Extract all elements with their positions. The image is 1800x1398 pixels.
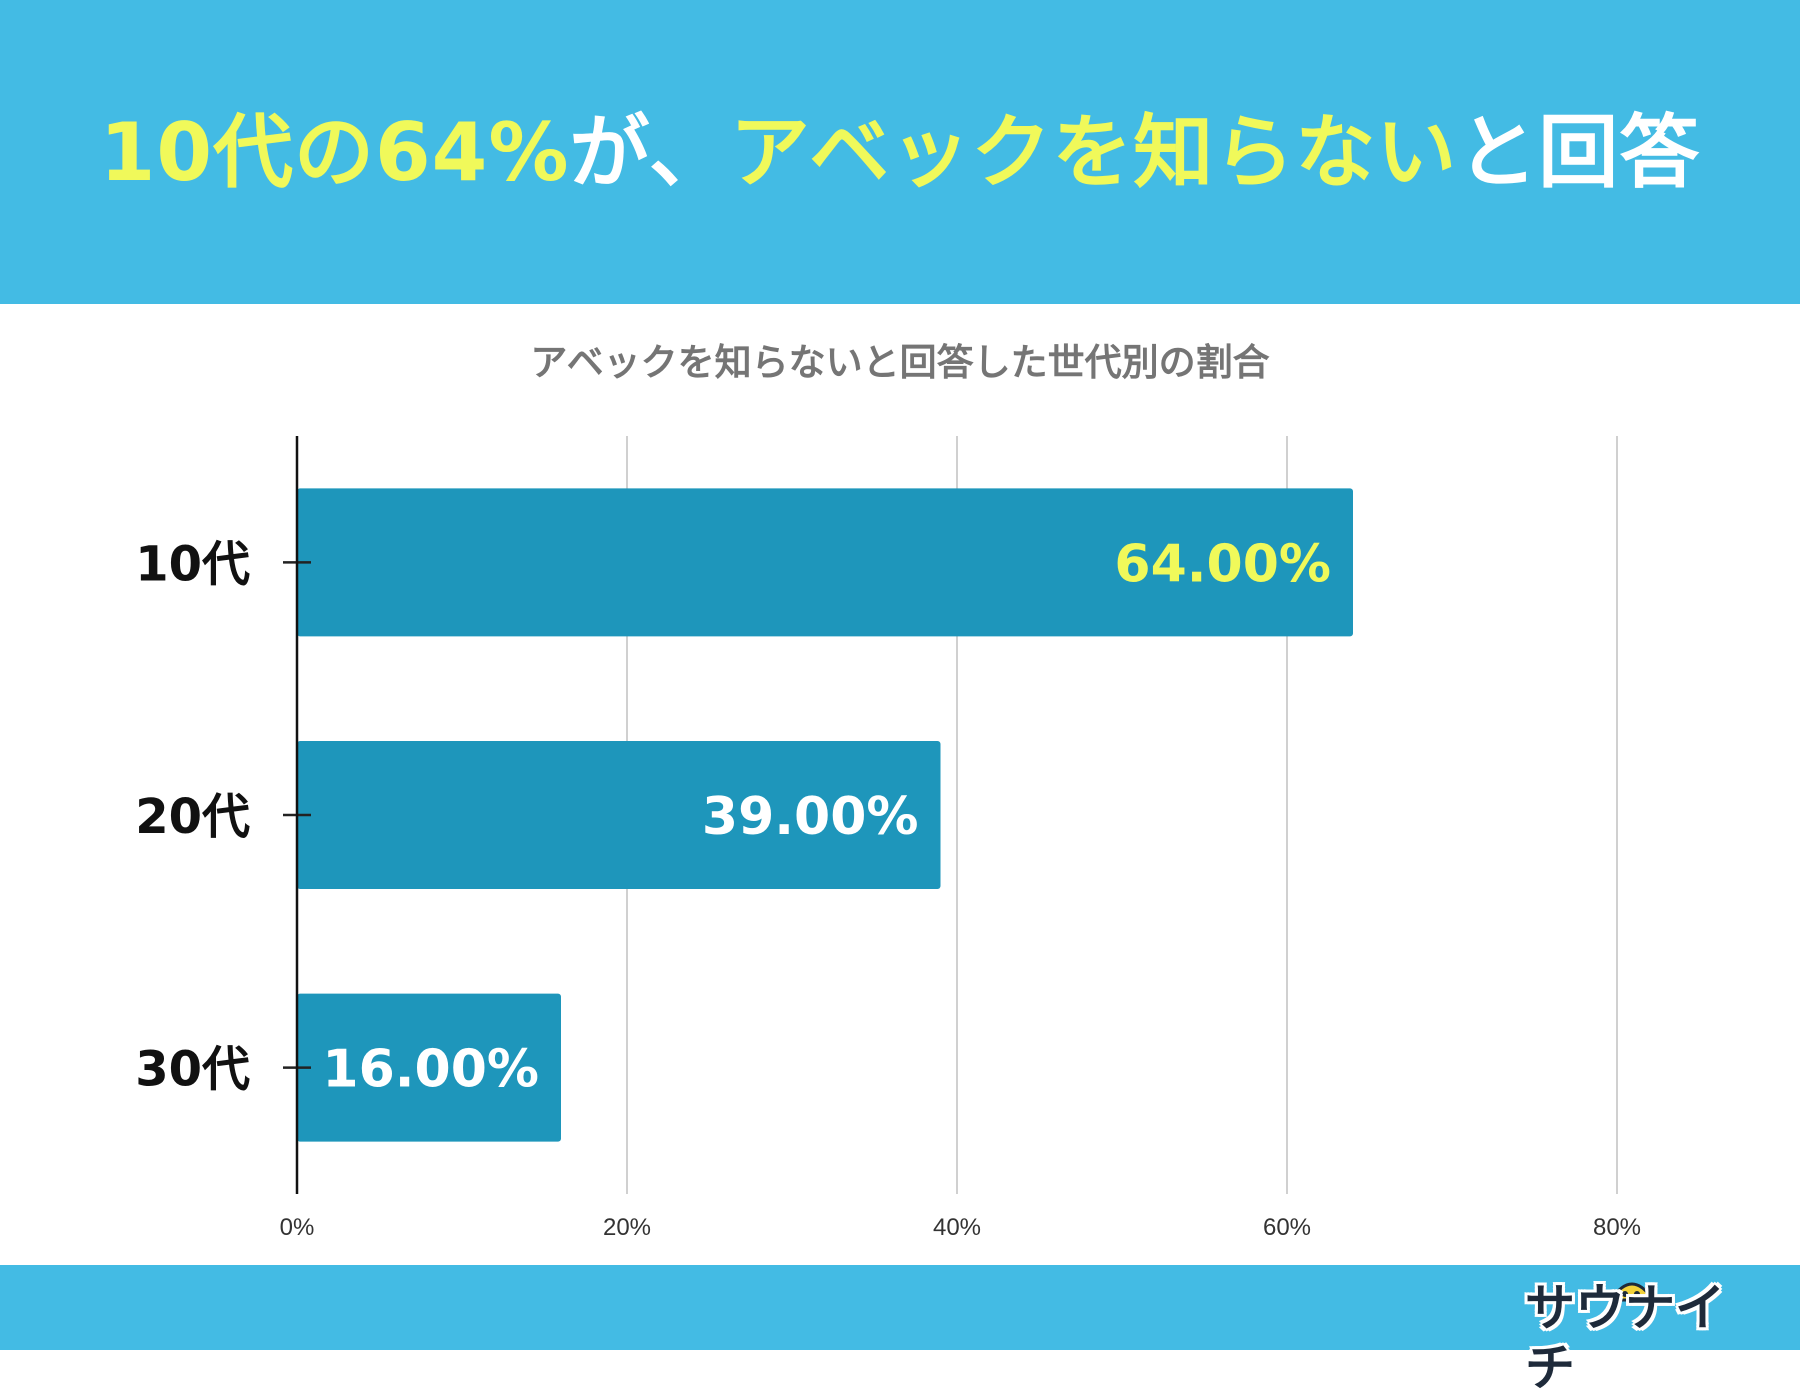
bar-chart: 0% 20% 40% 60% 80% 64.00% 10代 39.00% 20代 16.00% 30… [135,436,1641,1241]
data-label: 64.00% [1114,534,1331,594]
headline: 10代の64%が、アベックを知らないと回答 [0,98,1800,208]
x-tick-label: 60% [1263,1214,1311,1241]
x-tick-label: 0% [280,1214,315,1241]
headline-part-2: が、 [569,106,730,199]
sauna-hat-icon [1608,1282,1656,1302]
x-tick-label: 20% [603,1214,651,1241]
headline-part-1: 10代の64% [99,106,570,199]
bar [297,741,941,889]
headline-part-3: アベックを知らない [729,106,1458,199]
category-label: 10代 [135,536,250,592]
brand-logo: サウナイチ [1525,1272,1755,1397]
chart-title: アベックを知らないと回答した世代別の割合 [530,341,1270,384]
category-label: 20代 [135,789,250,845]
header-banner [0,0,1800,304]
x-tick-label: 40% [933,1214,981,1241]
category-label: 30代 [135,1042,250,1098]
headline-part-4: と回答 [1457,106,1701,199]
brand-logo-text: サウナイチ [1525,1279,1725,1397]
footer-band [0,1265,1800,1350]
x-tick-label: 80% [1593,1214,1641,1241]
data-label: 16.00% [322,1040,539,1100]
bar [297,993,561,1142]
bar [297,488,1353,637]
data-label: 39.00% [702,787,919,847]
